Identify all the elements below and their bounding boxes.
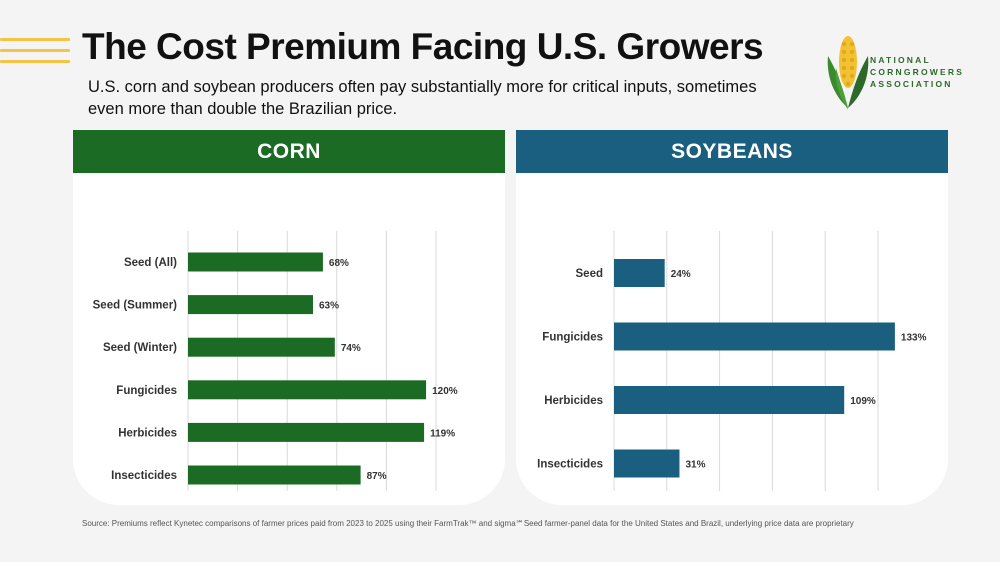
category-label: Seed (All) — [124, 257, 177, 269]
category-label: Insecticides — [111, 470, 177, 482]
data-label: 63% — [319, 301, 339, 312]
category-label: Insecticides — [537, 459, 603, 471]
bar — [614, 386, 845, 414]
corn-panel-header: CORN — [73, 130, 505, 173]
x-tick-label: 50% — [274, 503, 300, 505]
data-label: 31% — [685, 460, 705, 471]
bar — [614, 322, 895, 351]
x-tick-label: 75% — [324, 503, 350, 505]
logo-line: CORNGROWERS — [870, 67, 965, 77]
logo-line: ASSOCIATION — [870, 79, 953, 89]
accent-lines — [0, 38, 70, 71]
page-title: The Cost Premium Facing U.S. Growers — [82, 26, 764, 67]
data-label: 133% — [901, 333, 927, 344]
bar — [188, 422, 425, 442]
corn-icon — [827, 36, 869, 110]
category-label: Herbicides — [544, 395, 603, 407]
category-label: Seed (Winter) — [103, 342, 177, 354]
data-label: 87% — [367, 471, 387, 482]
bar — [188, 465, 361, 485]
soybeans-panel-body: 0% 25% 50% 75% 100% 125% Seed 24% Fungicides 133%… — [516, 173, 948, 505]
data-label: 68% — [329, 258, 349, 269]
category-label: Seed (Summer) — [93, 300, 178, 312]
data-label: 120% — [432, 386, 458, 397]
soybeans-panel: SOYBEANS 0% 25% 50% 75% 100% 125% Seed 24% Fungi… — [516, 130, 948, 505]
corn-panel-body: 0% 25% 50% 75% 100% 125% Seed (All) 68% Seed (Su… — [73, 173, 505, 505]
bar — [614, 259, 665, 287]
x-tick-label: 100% — [809, 503, 843, 505]
x-tick-label: 125% — [861, 503, 895, 505]
x-tick-label: 125% — [419, 503, 453, 505]
data-label: 109% — [850, 396, 876, 407]
x-tick-label: 100% — [370, 503, 404, 505]
soybeans-panel-header: SOYBEANS — [516, 130, 948, 173]
category-label: Fungicides — [116, 385, 177, 397]
source-note: Source: Premiums reflect Kynetec compari… — [82, 519, 854, 528]
data-label: 74% — [341, 343, 361, 354]
corn-chart: 0% 25% 50% 75% 100% 125% Seed (All) 68% Seed (Su… — [93, 231, 458, 505]
x-tick-label: 0% — [179, 503, 198, 505]
logo-wordmark: NATIONAL CORNGROWERS ASSOCIATION — [870, 54, 964, 90]
category-label: Seed — [576, 268, 604, 280]
logo: NATIONAL CORNGROWERS ASSOCIATION — [824, 26, 974, 110]
x-tick-label: 75% — [759, 503, 785, 505]
corn-panel: CORN 0% 25% 50% 75% 100% 125% Seed (All) 68% See… — [73, 130, 505, 505]
soybeans-chart: 0% 25% 50% 75% 100% 125% Seed 24% Fungicides 133%… — [537, 231, 927, 505]
bar — [188, 337, 335, 357]
x-tick-label: 50% — [707, 503, 733, 505]
bar — [188, 252, 323, 272]
category-label: Fungicides — [542, 332, 603, 344]
x-tick-label: 25% — [225, 503, 251, 505]
x-tick-label: 0% — [605, 503, 624, 505]
page-subtitle: U.S. corn and soybean producers often pa… — [88, 78, 757, 118]
bar — [188, 380, 427, 400]
category-label: Herbicides — [118, 427, 177, 439]
data-label: 24% — [671, 269, 691, 280]
data-label: 119% — [430, 428, 455, 439]
bar — [614, 449, 680, 478]
x-tick-label: 25% — [654, 503, 680, 505]
logo-line: NATIONAL — [870, 55, 931, 65]
bar — [188, 295, 313, 315]
